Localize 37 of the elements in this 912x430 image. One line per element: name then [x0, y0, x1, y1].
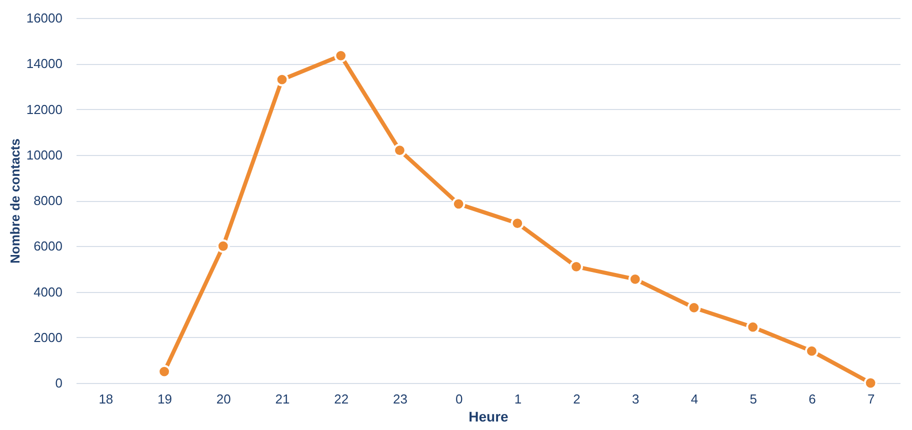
- point: [687, 301, 701, 314]
- point: [158, 364, 171, 378]
- point: [805, 344, 818, 358]
- point: [570, 260, 583, 274]
- y-tick-label: 0: [55, 376, 62, 390]
- x-tick-label: 18: [98, 392, 114, 406]
- point: [452, 197, 466, 211]
- x-tick-label: 7: [867, 392, 875, 406]
- point: [864, 376, 878, 390]
- point: [628, 272, 642, 286]
- x-tick-label: 2: [573, 392, 580, 406]
- x-tick-label: 22: [334, 392, 349, 406]
- x-tick-label: 3: [632, 392, 640, 406]
- x-tick-label: 0: [455, 392, 463, 406]
- y-tick-label: 4000: [34, 284, 62, 300]
- point: [510, 216, 524, 230]
- point: [393, 144, 406, 157]
- x-tick-label: 1: [514, 392, 522, 406]
- y-tick-label: 12000: [26, 102, 62, 117]
- point: [216, 239, 230, 253]
- x-tick-label: 19: [158, 392, 172, 406]
- x-tick-label: 4: [690, 392, 698, 406]
- y-tick-label: 10000: [26, 147, 62, 162]
- x-tick-label: 23: [392, 392, 408, 406]
- x-tick-label: 21: [275, 392, 290, 406]
- y-tick-label: 14000: [26, 56, 62, 72]
- x-tick-label: 20: [216, 392, 231, 406]
- point: [746, 320, 760, 334]
- x-tick-label: 5: [750, 392, 757, 406]
- x-axis-title: Heure: [468, 408, 509, 424]
- y-tick-label: 2000: [34, 330, 62, 345]
- y-tick-label: 6000: [34, 238, 62, 254]
- point: [275, 72, 289, 86]
- y-tick-label: 8000: [34, 193, 62, 208]
- x-tick-label: 6: [808, 392, 816, 406]
- y-tick-label: 16000: [26, 10, 62, 26]
- y-axis-title: Nombre de contacts: [7, 138, 22, 264]
